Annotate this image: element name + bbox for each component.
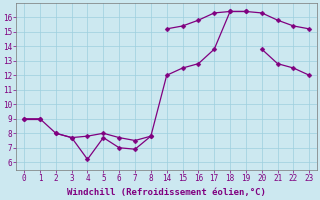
X-axis label: Windchill (Refroidissement éolien,°C): Windchill (Refroidissement éolien,°C) [67, 188, 266, 197]
